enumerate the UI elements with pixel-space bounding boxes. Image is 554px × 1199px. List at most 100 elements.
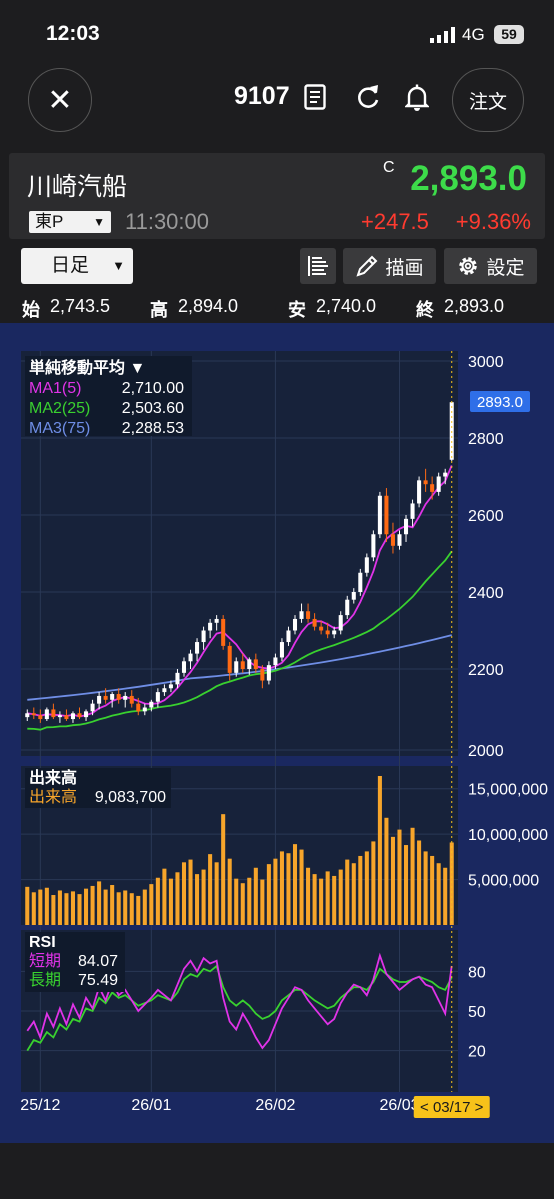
candle-body: [299, 611, 304, 619]
candle-body: [390, 534, 395, 546]
candle-body: [312, 618, 317, 627]
market-select[interactable]: 東P ▼: [29, 211, 111, 233]
memo-icon[interactable]: [304, 84, 326, 110]
candle-body: [279, 642, 284, 658]
volume-legend-title: 出来高: [29, 768, 77, 787]
chart-panel[interactable]: 25/12 26/01 26/02 26/03 3000 2800 2600 2400 2200…: [0, 323, 554, 1143]
candle-body: [142, 707, 147, 712]
candle-body: [345, 599, 350, 616]
rsi-legend-name: 長期: [29, 971, 61, 989]
ma3-line: [27, 634, 452, 701]
volume-bar: [358, 855, 363, 925]
settings-label: 設定: [486, 257, 525, 279]
settings-button[interactable]: 設定: [444, 248, 537, 284]
y-tick-label: 10,000,000: [468, 827, 548, 844]
candle-body: [227, 645, 232, 673]
candle-body: [149, 701, 154, 708]
bell-icon[interactable]: [405, 84, 429, 112]
pencil-icon: [356, 255, 378, 277]
candle-body: [273, 657, 278, 666]
candle-body: [44, 709, 49, 720]
market-label: 東P: [35, 212, 64, 231]
ma-legend-title: 単純移動平均 ▼: [29, 358, 145, 377]
volume-bar: [77, 894, 82, 925]
candle-body: [371, 534, 376, 558]
volume-bar: [195, 874, 200, 925]
volume-bar: [351, 863, 356, 925]
x-tick-label: 25/12: [20, 1097, 60, 1114]
price-time: 11:30:00: [125, 209, 210, 234]
candle-body: [195, 642, 200, 654]
candle-body: [240, 661, 245, 669]
high-value: 2,894.0: [178, 296, 239, 316]
candle-body: [403, 518, 409, 535]
volume-bar: [345, 859, 350, 925]
volume-bar: [247, 877, 252, 925]
candle-body: [234, 661, 239, 673]
volume-bar: [286, 853, 291, 925]
period-label: 日足: [51, 255, 90, 276]
ma-legend-value: 2,288.53: [122, 420, 184, 437]
ohlc-row: 始 2,743.5 高 2,894.0 安 2,740.0 終 2,893.0: [0, 296, 554, 322]
candle-body: [136, 703, 141, 712]
low-value: 2,740.0: [316, 296, 377, 316]
indicator-button[interactable]: [300, 248, 336, 284]
rsi-long-line: [26, 964, 453, 1052]
candle-body: [129, 695, 134, 704]
bottom-bar: [0, 1143, 554, 1199]
candle-body: [260, 669, 265, 681]
candle-body: [286, 630, 291, 643]
candle-body: [377, 495, 382, 535]
candle-body: [332, 630, 337, 635]
rsi-legend-box: [25, 932, 125, 992]
ma-legend-name: MA2(25): [29, 400, 90, 417]
status-bar: 12:03 4G 59: [0, 0, 554, 62]
close-button[interactable]: ✕: [28, 68, 92, 132]
candle-body: [208, 622, 213, 631]
draw-button[interactable]: 描画: [343, 248, 436, 284]
volume-bar: [384, 817, 389, 925]
close-icon: ✕: [47, 83, 73, 117]
candle-body: [77, 713, 82, 718]
stock-chart[interactable]: 25/12 26/01 26/02 26/03 3000 2800 2600 2400 2200…: [0, 323, 554, 1143]
candle-body: [51, 709, 56, 718]
volume-bar: [430, 855, 435, 925]
bars-icon: [308, 256, 328, 276]
status-time: 12:03: [46, 22, 100, 45]
volume-legend-value: 9,083,700: [95, 789, 166, 806]
refresh-icon[interactable]: [356, 84, 380, 110]
volume-bar: [266, 864, 271, 925]
candle-body: [57, 715, 62, 718]
candle-body: [214, 618, 219, 623]
y-tick-label: 80: [468, 964, 486, 981]
date-tag-label: < 03/17 >: [420, 1099, 484, 1116]
volume-bar: [57, 890, 62, 925]
volume-bar: [260, 879, 265, 925]
candle-body: [97, 695, 102, 704]
candle-body: [155, 692, 160, 702]
y-tick-label: 2000: [468, 743, 504, 760]
volume-bar: [253, 867, 258, 925]
candle-body: [90, 703, 95, 712]
volume-bar: [38, 889, 43, 925]
battery-icon: 59: [494, 25, 524, 44]
candle-body: [84, 711, 89, 718]
volume-bar: [436, 863, 441, 925]
order-button-label: 注文: [468, 91, 507, 113]
volume-bar: [116, 892, 121, 925]
volume-bar: [155, 877, 160, 925]
volume-bar: [149, 884, 154, 925]
rsi-legend-value: 75.49: [78, 972, 118, 989]
candle-body: [188, 653, 193, 662]
volume-bar: [162, 868, 167, 925]
current-price: 2,893.0: [410, 159, 527, 198]
volume-bar: [181, 862, 187, 925]
volume-bar: [417, 840, 422, 925]
period-select[interactable]: 日足 ▼: [21, 248, 133, 284]
y-tick-label: 2400: [468, 585, 504, 602]
candle-body: [364, 557, 369, 573]
ma1-line: [27, 465, 453, 718]
candle-body: [25, 713, 30, 718]
volume-bar: [299, 849, 304, 925]
order-button[interactable]: 注文: [452, 68, 524, 132]
